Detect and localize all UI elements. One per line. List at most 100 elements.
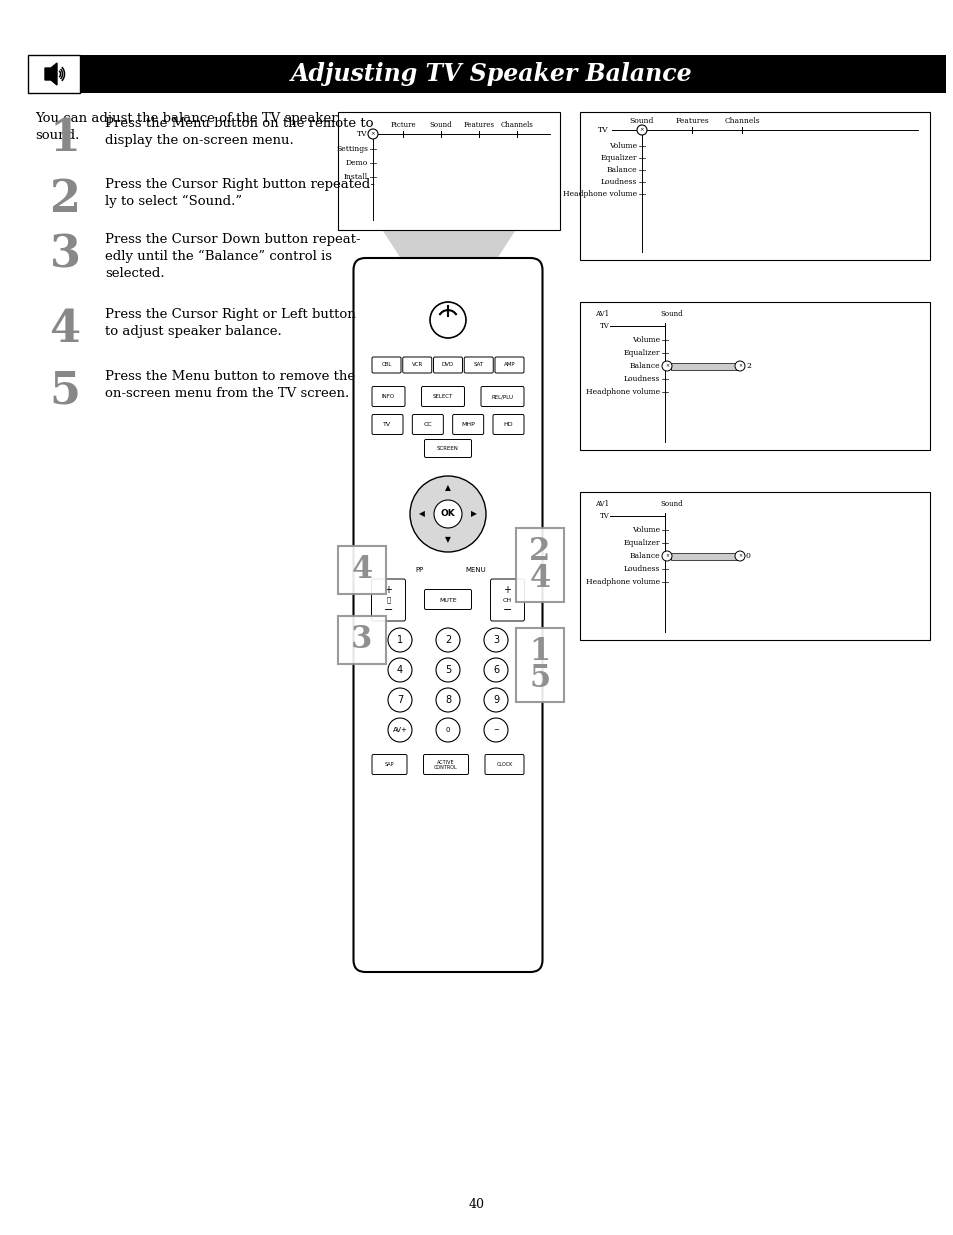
Bar — [670, 363, 738, 369]
Text: Loudness: Loudness — [623, 375, 659, 383]
Text: ▶: ▶ — [471, 510, 476, 519]
Text: CBL: CBL — [381, 363, 392, 368]
Bar — [579, 112, 929, 261]
Circle shape — [661, 551, 671, 561]
Text: INFO: INFO — [381, 394, 395, 399]
Circle shape — [436, 718, 459, 742]
FancyBboxPatch shape — [493, 415, 523, 435]
Circle shape — [388, 658, 412, 682]
FancyBboxPatch shape — [423, 755, 468, 774]
Text: AMP: AMP — [503, 363, 515, 368]
Text: 3: 3 — [351, 625, 373, 656]
Circle shape — [410, 475, 485, 552]
Text: Balance: Balance — [606, 165, 637, 174]
Text: AV1: AV1 — [595, 310, 608, 317]
Text: DVD: DVD — [441, 363, 454, 368]
Text: Settings: Settings — [335, 144, 368, 153]
Text: Sound: Sound — [629, 117, 654, 125]
Text: Press the Cursor Right or Left button
to adjust speaker balance.: Press the Cursor Right or Left button to… — [105, 308, 355, 338]
Text: MHP: MHP — [461, 422, 475, 427]
Text: 🔊: 🔊 — [386, 597, 390, 604]
Text: TV: TV — [599, 322, 609, 330]
Text: −: − — [383, 605, 393, 615]
Text: Volume: Volume — [631, 526, 659, 534]
Text: Picture: Picture — [390, 121, 416, 128]
Circle shape — [637, 125, 646, 135]
Text: CLOCK: CLOCK — [496, 762, 512, 767]
Text: TV: TV — [598, 126, 608, 135]
Text: SCREEN: SCREEN — [436, 447, 458, 452]
Text: Headphone volume: Headphone volume — [562, 190, 637, 198]
FancyBboxPatch shape — [354, 258, 542, 972]
Text: AV1: AV1 — [595, 500, 608, 508]
Text: Loudness: Loudness — [600, 178, 637, 186]
Circle shape — [436, 658, 459, 682]
Circle shape — [483, 658, 507, 682]
Text: 40: 40 — [469, 1198, 484, 1212]
Text: HD: HD — [503, 422, 513, 427]
FancyBboxPatch shape — [337, 546, 386, 594]
Text: Equalizer: Equalizer — [623, 538, 659, 547]
Text: Sound: Sound — [429, 121, 452, 128]
Text: ◀: ◀ — [418, 510, 424, 519]
FancyBboxPatch shape — [516, 529, 563, 601]
Text: +: + — [384, 585, 392, 595]
Circle shape — [388, 718, 412, 742]
Text: Volume: Volume — [631, 336, 659, 345]
FancyBboxPatch shape — [480, 387, 523, 406]
Text: 4: 4 — [396, 664, 402, 676]
Text: Balance: Balance — [629, 552, 659, 559]
Text: ACTIVE
CONTROL: ACTIVE CONTROL — [434, 760, 457, 771]
Text: SAP: SAP — [384, 762, 394, 767]
Text: 1: 1 — [50, 117, 80, 161]
Text: SAT: SAT — [473, 363, 483, 368]
FancyBboxPatch shape — [433, 357, 462, 373]
FancyBboxPatch shape — [372, 357, 400, 373]
Text: CC: CC — [423, 422, 432, 427]
Text: Balance: Balance — [629, 362, 659, 370]
FancyBboxPatch shape — [490, 579, 524, 621]
Text: Adjusting TV Speaker Balance: Adjusting TV Speaker Balance — [291, 62, 692, 86]
Text: 2: 2 — [745, 362, 750, 370]
Text: Press the Menu button to remove the
on-screen menu from the TV screen.: Press the Menu button to remove the on-s… — [105, 370, 355, 400]
Text: OK: OK — [440, 510, 455, 519]
Text: 9: 9 — [493, 695, 498, 705]
Text: Sound: Sound — [659, 310, 682, 317]
Text: ×: × — [371, 131, 375, 137]
Text: 4: 4 — [351, 555, 373, 585]
FancyBboxPatch shape — [337, 616, 386, 664]
Text: Equalizer: Equalizer — [623, 350, 659, 357]
Text: ▼: ▼ — [445, 536, 451, 545]
Text: ×: × — [738, 363, 741, 368]
Text: 0: 0 — [445, 727, 450, 734]
Text: ▲: ▲ — [445, 483, 451, 493]
Text: SELECT: SELECT — [433, 394, 453, 399]
Text: Press the Menu button on the remote to
display the on-screen menu.: Press the Menu button on the remote to d… — [105, 117, 374, 147]
FancyBboxPatch shape — [452, 415, 483, 435]
FancyBboxPatch shape — [412, 415, 443, 435]
Text: 2: 2 — [444, 635, 451, 645]
Text: 1: 1 — [396, 635, 402, 645]
Text: MUTE: MUTE — [438, 598, 456, 603]
Text: VCR: VCR — [411, 363, 422, 368]
Text: MENU: MENU — [465, 567, 486, 573]
Text: 2: 2 — [50, 178, 80, 221]
Text: TV: TV — [383, 422, 391, 427]
Circle shape — [436, 629, 459, 652]
Text: Channels: Channels — [500, 121, 533, 128]
Text: −: − — [493, 727, 498, 734]
Text: 3: 3 — [50, 233, 80, 275]
Text: 8: 8 — [444, 695, 451, 705]
Text: PP: PP — [416, 567, 424, 573]
Circle shape — [483, 688, 507, 713]
FancyBboxPatch shape — [372, 415, 402, 435]
Bar — [80, 56, 945, 93]
Text: 2
4: 2 4 — [529, 536, 550, 594]
Text: CH: CH — [502, 598, 512, 603]
Bar — [579, 303, 929, 450]
Bar — [670, 552, 738, 559]
Text: Equalizer: Equalizer — [599, 154, 637, 162]
Text: 5: 5 — [444, 664, 451, 676]
Text: Features: Features — [463, 121, 494, 128]
Circle shape — [388, 629, 412, 652]
